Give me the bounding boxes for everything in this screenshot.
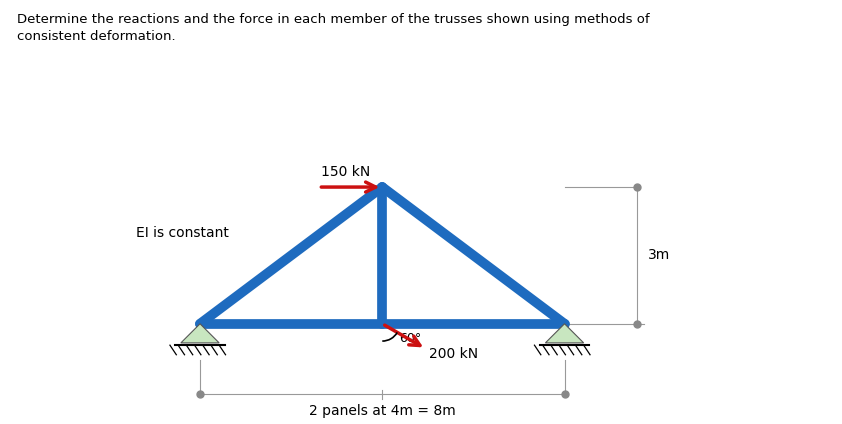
Text: 2 panels at 4m = 8m: 2 panels at 4m = 8m — [309, 404, 456, 418]
Text: 60°: 60° — [400, 332, 422, 345]
Text: EI is constant: EI is constant — [136, 226, 229, 240]
Polygon shape — [181, 324, 219, 343]
Text: 200 kN: 200 kN — [429, 346, 478, 360]
Text: Determine the reactions and the force in each member of the trusses shown using : Determine the reactions and the force in… — [17, 13, 649, 43]
Polygon shape — [546, 324, 584, 343]
Text: 150 kN: 150 kN — [321, 165, 370, 179]
Text: 3m: 3m — [647, 248, 669, 262]
